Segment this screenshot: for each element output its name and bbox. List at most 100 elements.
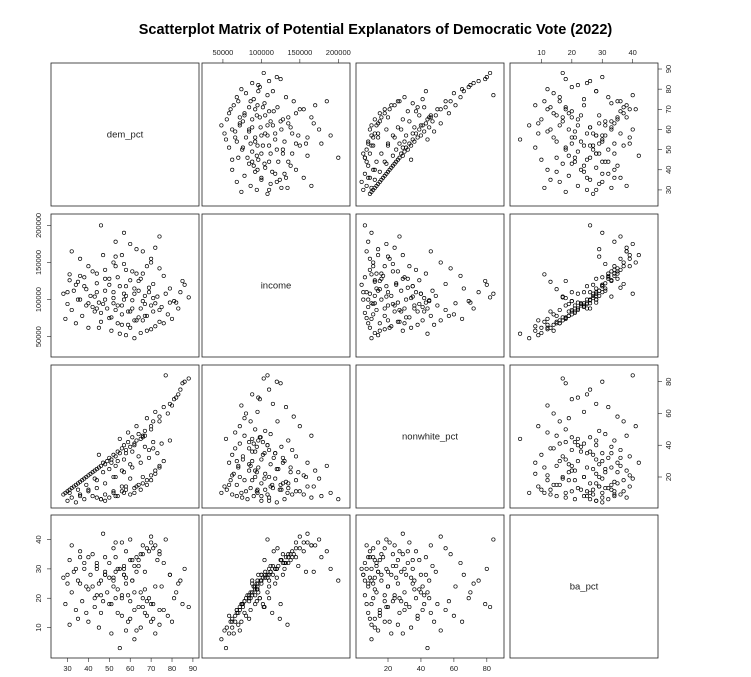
point-income-vs-nonwhite_pct xyxy=(421,305,424,308)
point-ba_pct-vs-nonwhite_pct xyxy=(409,576,412,579)
point-nonwhite_pct-vs-ba_pct xyxy=(591,453,594,456)
point-income-vs-nonwhite_pct xyxy=(403,322,406,325)
point-income-vs-ba_pct xyxy=(607,272,610,275)
point-nonwhite_pct-vs-income xyxy=(247,469,250,472)
tick-label-right-nonwhite_pct: 80 xyxy=(664,378,673,386)
point-ba_pct-vs-nonwhite_pct xyxy=(401,632,404,635)
point-income-vs-dem_pct xyxy=(85,288,88,291)
point-ba_pct-vs-income xyxy=(289,558,292,561)
point-ba_pct-vs-dem_pct xyxy=(187,605,190,608)
point-dem_pct-vs-nonwhite_pct xyxy=(365,160,368,163)
point-dem_pct-vs-income xyxy=(274,138,277,141)
point-ba_pct-vs-nonwhite_pct xyxy=(439,535,442,538)
point-nonwhite_pct-vs-income xyxy=(312,485,315,488)
point-income-vs-ba_pct xyxy=(518,332,521,335)
point-nonwhite_pct-vs-dem_pct xyxy=(103,499,106,502)
point-nonwhite_pct-vs-income xyxy=(252,494,255,497)
tick-label-top-income: 200000 xyxy=(326,48,351,57)
point-income-vs-dem_pct xyxy=(147,291,150,294)
point-income-vs-nonwhite_pct xyxy=(416,323,419,326)
point-dem_pct-vs-income xyxy=(271,124,274,127)
point-income-vs-nonwhite_pct xyxy=(383,265,386,268)
point-ba_pct-vs-income xyxy=(312,570,315,573)
point-dem_pct-vs-ba_pct xyxy=(595,90,598,93)
point-nonwhite_pct-vs-income xyxy=(235,483,238,486)
point-income-vs-ba_pct xyxy=(528,337,531,340)
point-nonwhite_pct-vs-dem_pct xyxy=(149,479,152,482)
point-dem_pct-vs-income xyxy=(329,134,332,137)
point-dem_pct-vs-income xyxy=(254,140,257,143)
point-dem_pct-vs-nonwhite_pct xyxy=(444,100,447,103)
point-dem_pct-vs-nonwhite_pct xyxy=(385,128,388,131)
tick-label-bottom-dem_pct: 70 xyxy=(147,664,155,673)
point-dem_pct-vs-ba_pct xyxy=(613,142,616,145)
point-nonwhite_pct-vs-ba_pct xyxy=(595,402,598,405)
point-dem_pct-vs-ba_pct xyxy=(546,168,549,171)
point-dem_pct-vs-income xyxy=(225,118,228,121)
point-dem_pct-vs-nonwhite_pct xyxy=(439,122,442,125)
point-nonwhite_pct-vs-ba_pct xyxy=(588,436,591,439)
point-nonwhite_pct-vs-ba_pct xyxy=(607,405,610,408)
point-income-vs-dem_pct xyxy=(124,334,127,337)
point-nonwhite_pct-vs-income xyxy=(325,464,328,467)
point-dem_pct-vs-income xyxy=(247,106,250,109)
point-dem_pct-vs-ba_pct xyxy=(619,132,622,135)
point-nonwhite_pct-vs-income xyxy=(254,475,257,478)
point-dem_pct-vs-nonwhite_pct xyxy=(421,98,424,101)
point-ba_pct-vs-dem_pct xyxy=(91,553,94,556)
point-income-vs-dem_pct xyxy=(91,270,94,273)
point-ba_pct-vs-dem_pct xyxy=(116,611,119,614)
point-nonwhite_pct-vs-income xyxy=(276,420,279,423)
tick-label-bottom-dem_pct: 80 xyxy=(168,664,176,673)
point-ba_pct-vs-nonwhite_pct xyxy=(418,558,421,561)
point-income-vs-dem_pct xyxy=(93,295,96,298)
point-income-vs-nonwhite_pct xyxy=(370,231,373,234)
point-income-vs-dem_pct xyxy=(110,329,113,332)
point-ba_pct-vs-nonwhite_pct xyxy=(373,576,376,579)
point-nonwhite_pct-vs-ba_pct xyxy=(582,442,585,445)
point-dem_pct-vs-income xyxy=(291,132,294,135)
point-income-vs-nonwhite_pct xyxy=(385,295,388,298)
point-nonwhite_pct-vs-income xyxy=(264,472,267,475)
point-income-vs-ba_pct xyxy=(540,331,543,334)
point-income-vs-nonwhite_pct xyxy=(383,307,386,310)
point-income-vs-ba_pct xyxy=(634,261,637,264)
tick-label-top-ba_pct: 40 xyxy=(629,48,637,57)
point-income-vs-dem_pct xyxy=(66,302,69,305)
point-ba_pct-vs-dem_pct xyxy=(175,591,178,594)
point-nonwhite_pct-vs-income xyxy=(244,490,247,493)
point-nonwhite_pct-vs-ba_pct xyxy=(610,466,613,469)
point-dem_pct-vs-income xyxy=(267,144,270,147)
point-ba_pct-vs-nonwhite_pct xyxy=(403,567,406,570)
point-income-vs-nonwhite_pct xyxy=(385,242,388,245)
tick-label-left-ba_pct: 10 xyxy=(34,623,43,631)
point-nonwhite_pct-vs-ba_pct xyxy=(576,459,579,462)
point-ba_pct-vs-nonwhite_pct xyxy=(380,579,383,582)
point-income-vs-ba_pct xyxy=(576,292,579,295)
point-income-vs-dem_pct xyxy=(145,329,148,332)
point-income-vs-nonwhite_pct xyxy=(390,294,393,297)
point-dem_pct-vs-ba_pct xyxy=(558,124,561,127)
point-nonwhite_pct-vs-ba_pct xyxy=(543,466,546,469)
point-dem_pct-vs-income xyxy=(267,188,270,191)
point-income-vs-nonwhite_pct xyxy=(372,261,375,264)
point-ba_pct-vs-nonwhite_pct xyxy=(380,553,383,556)
point-dem_pct-vs-ba_pct xyxy=(595,188,598,191)
point-dem_pct-vs-income xyxy=(231,158,234,161)
point-ba_pct-vs-dem_pct xyxy=(135,629,138,632)
point-income-vs-nonwhite_pct xyxy=(488,296,491,299)
point-nonwhite_pct-vs-dem_pct xyxy=(168,439,171,442)
point-dem_pct-vs-income xyxy=(267,110,270,113)
point-income-vs-dem_pct xyxy=(122,298,125,301)
point-ba_pct-vs-dem_pct xyxy=(70,591,73,594)
point-nonwhite_pct-vs-ba_pct xyxy=(628,485,631,488)
point-dem_pct-vs-ba_pct xyxy=(576,118,579,121)
point-nonwhite_pct-vs-ba_pct xyxy=(534,461,537,464)
point-income-vs-dem_pct xyxy=(101,253,104,256)
point-nonwhite_pct-vs-ba_pct xyxy=(616,461,619,464)
point-ba_pct-vs-income xyxy=(278,617,281,620)
point-nonwhite_pct-vs-income xyxy=(231,453,234,456)
tick-label-bottom-dem_pct: 50 xyxy=(105,664,113,673)
point-income-vs-nonwhite_pct xyxy=(367,305,370,308)
point-dem_pct-vs-ba_pct xyxy=(534,104,537,107)
